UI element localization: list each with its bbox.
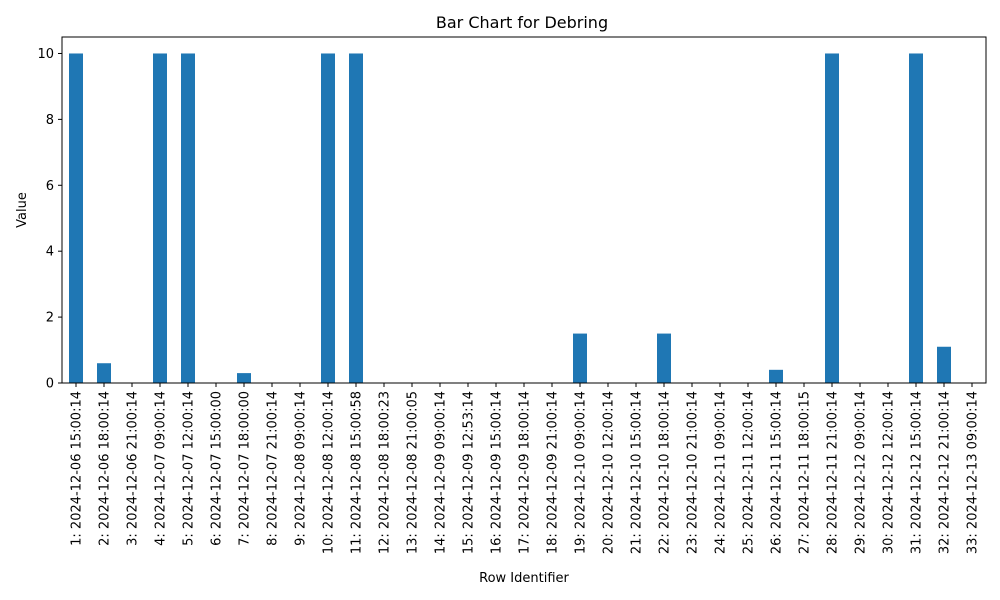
x-tick-label: 11: 2024-12-08 15:00:58	[350, 391, 365, 554]
x-tick-label: 6: 2024-12-07 15:00:00	[210, 391, 225, 546]
x-tick-label: 7: 2024-12-07 18:00:00	[238, 391, 253, 546]
x-tick-label: 3: 2024-12-06 21:00:14	[126, 391, 141, 546]
bar	[937, 346, 951, 383]
x-tick-label: 23: 2024-12-10 21:00:14	[686, 391, 701, 554]
x-tick-label: 20: 2024-12-10 12:00:14	[602, 391, 617, 554]
x-tick-label: 26: 2024-12-11 15:00:14	[770, 391, 785, 554]
y-tick-label: 2	[46, 311, 54, 326]
x-tick-label: 24: 2024-12-11 09:00:14	[714, 391, 729, 554]
x-axis-label: Row Identifier	[479, 571, 569, 586]
x-axis: 1: 2024-12-06 15:00:14 2: 2024-12-06 18:0…	[70, 383, 981, 554]
bar	[181, 53, 195, 383]
bar	[573, 333, 587, 383]
x-tick-label: 19: 2024-12-10 09:00:14	[574, 391, 589, 554]
x-tick-label: 31: 2024-12-12 15:00:14	[910, 391, 925, 554]
y-tick-label: 10	[37, 47, 54, 62]
plot-frame	[61, 36, 987, 384]
bar	[97, 363, 111, 383]
y-tick-label: 0	[46, 377, 54, 392]
x-tick-label: 21: 2024-12-10 15:00:14	[630, 391, 645, 554]
x-tick-label: 28: 2024-12-11 21:00:14	[826, 391, 841, 554]
x-tick-label: 18: 2024-12-09 21:00:14	[546, 391, 561, 554]
x-tick-label: 4: 2024-12-07 09:00:14	[154, 391, 169, 546]
x-tick-label: 33: 2024-12-13 09:00:14	[966, 391, 981, 554]
bar	[237, 373, 251, 383]
bar	[909, 53, 923, 383]
y-axis: 0 2 4 6 8 10	[37, 47, 62, 392]
x-tick-label: 8: 2024-12-07 21:00:14	[266, 391, 281, 546]
bar	[69, 53, 83, 383]
x-tick-label: 9: 2024-12-08 09:00:14	[294, 391, 309, 546]
x-tick-label: 30: 2024-12-12 12:00:14	[882, 391, 897, 554]
chart-title: Bar Chart for Debring	[436, 13, 608, 32]
x-tick-label: 27: 2024-12-11 18:00:15	[798, 391, 813, 554]
x-tick-label: 15: 2024-12-09 12:53:14	[462, 391, 477, 554]
x-tick-label: 10: 2024-12-08 12:00:14	[322, 391, 337, 554]
bars-group	[69, 53, 951, 383]
x-tick-label: 5: 2024-12-07 12:00:14	[182, 391, 197, 546]
y-tick-label: 6	[46, 179, 54, 194]
x-tick-label: 17: 2024-12-09 18:00:14	[518, 391, 533, 554]
x-tick-label: 29: 2024-12-12 09:00:14	[854, 391, 869, 554]
x-tick-label: 25: 2024-12-11 12:00:14	[742, 391, 757, 554]
bar	[657, 333, 671, 383]
bar	[153, 53, 167, 383]
y-tick-label: 4	[46, 245, 54, 260]
x-tick-label: 22: 2024-12-10 18:00:14	[658, 391, 673, 554]
x-tick-label: 2: 2024-12-06 18:00:14	[98, 391, 113, 546]
x-tick-label: 16: 2024-12-09 15:00:14	[490, 391, 505, 554]
y-tick-label: 8	[46, 113, 54, 128]
x-tick-label: 32: 2024-12-12 21:00:14	[938, 391, 953, 554]
bar	[769, 369, 783, 383]
bar	[825, 53, 839, 383]
bar	[321, 53, 335, 383]
x-tick-label: 14: 2024-12-09 09:00:14	[434, 391, 449, 554]
y-axis-label: Value	[15, 192, 30, 228]
x-tick-label: 13: 2024-12-08 21:00:05	[406, 391, 421, 554]
x-tick-label: 12: 2024-12-08 18:00:23	[378, 391, 393, 554]
x-tick-label: 1: 2024-12-06 15:00:14	[70, 391, 85, 546]
bar	[349, 53, 363, 383]
